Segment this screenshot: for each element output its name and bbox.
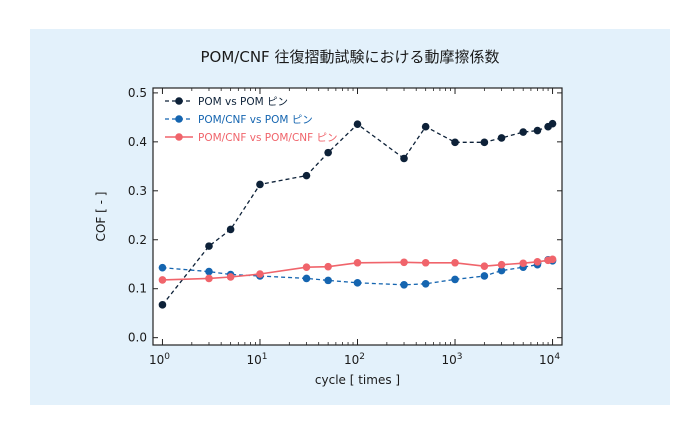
x-axis: 100 101 102 103 104: [149, 88, 560, 367]
series-line: [162, 258, 553, 281]
data-point: [497, 134, 506, 142]
y-tick-label: 0.2: [128, 233, 147, 247]
y-tick-label: 0.0: [128, 331, 147, 345]
data-point: [451, 258, 459, 267]
legend-label: POM vs POM ピン: [198, 96, 288, 108]
cof-line-chart: POM/CNF 往復摺動試験における動摩擦係数 0.00.10.20.30.40…: [94, 48, 563, 387]
data-point: [548, 255, 557, 264]
data-point: [226, 225, 235, 234]
legend: POM vs POM ピン POM/CNF vs POM ピン POM/CNF vs…: [165, 96, 338, 144]
y-tick-label: 0.1: [128, 282, 147, 296]
x-tick-exponent: 2: [359, 352, 365, 362]
x-tick-label: 103: [442, 352, 463, 367]
data-point: [533, 257, 542, 266]
legend-label: POM/CNF vs POM ピン: [198, 114, 313, 126]
legend-marker: [175, 97, 183, 105]
data-point: [205, 274, 213, 283]
x-tick-exponent: 1: [262, 352, 268, 362]
data-point: [205, 267, 213, 276]
y-tick-label: 0.3: [128, 184, 147, 198]
data-point: [158, 301, 167, 309]
data-point: [158, 276, 167, 284]
series-layer: [158, 119, 557, 309]
data-point: [158, 263, 167, 272]
x-tick-exponent: 0: [164, 352, 170, 362]
chart-title: POM/CNF 往復摺動試験における動摩擦係数: [201, 48, 500, 66]
y-axis: 0.0 0.1 0.2 0.3 0.4 0.5: [128, 86, 562, 345]
data-point: [533, 126, 542, 135]
x-tick-base: 10: [149, 353, 164, 367]
data-point: [400, 280, 408, 289]
data-point: [480, 272, 489, 280]
series-3: [158, 255, 557, 284]
series-line: [161, 123, 553, 306]
data-point: [519, 128, 527, 136]
data-point: [256, 270, 264, 278]
data-point: [324, 148, 332, 157]
data-point: [548, 119, 557, 128]
x-tick-label: 102: [344, 352, 365, 367]
data-point: [226, 273, 235, 281]
x-tick-label: 104: [539, 352, 560, 367]
y-axis-label: COF [ - ]: [94, 192, 108, 242]
chart-panel: POM/CNF 往復摺動試験における動摩擦係数 0.0 0.1 0.2 0.3 0.4 0…: [30, 29, 670, 405]
y-tick-label: 0.5: [128, 86, 147, 100]
data-point: [497, 266, 506, 275]
legend-label: POM/CNF vs POM/CNF ピン: [198, 132, 338, 144]
data-point: [353, 279, 362, 287]
data-point: [324, 276, 332, 285]
series-1: [158, 119, 557, 309]
data-point: [353, 120, 362, 129]
data-point: [451, 138, 459, 147]
data-point: [400, 154, 408, 163]
x-tick-base: 10: [344, 353, 359, 367]
data-point: [421, 280, 430, 288]
data-point: [421, 258, 430, 267]
data-point: [451, 275, 459, 284]
data-point: [302, 263, 311, 271]
data-point: [353, 258, 362, 267]
data-point: [497, 260, 506, 269]
x-tick-label: 101: [246, 352, 267, 367]
x-tick-base: 10: [442, 353, 457, 367]
x-tick-base: 10: [246, 353, 261, 367]
plot-frame: [152, 87, 563, 346]
x-tick-label: 100: [149, 352, 170, 367]
series-line: [162, 259, 553, 286]
data-point: [519, 259, 527, 268]
data-point: [324, 262, 332, 271]
data-point: [205, 242, 213, 250]
data-point: [480, 138, 489, 147]
legend-marker: [175, 133, 183, 141]
x-tick-exponent: 4: [554, 352, 560, 362]
data-point: [400, 258, 408, 267]
y-tick-label: 0.4: [128, 135, 147, 149]
legend-marker: [175, 115, 183, 123]
data-point: [302, 171, 311, 180]
x-tick-base: 10: [539, 353, 554, 367]
x-tick-exponent: 3: [457, 352, 463, 362]
data-point: [302, 274, 311, 283]
x-axis-label: cycle [ times ]: [315, 373, 400, 387]
data-point: [421, 122, 430, 131]
data-point: [256, 180, 264, 189]
data-point: [480, 262, 489, 270]
